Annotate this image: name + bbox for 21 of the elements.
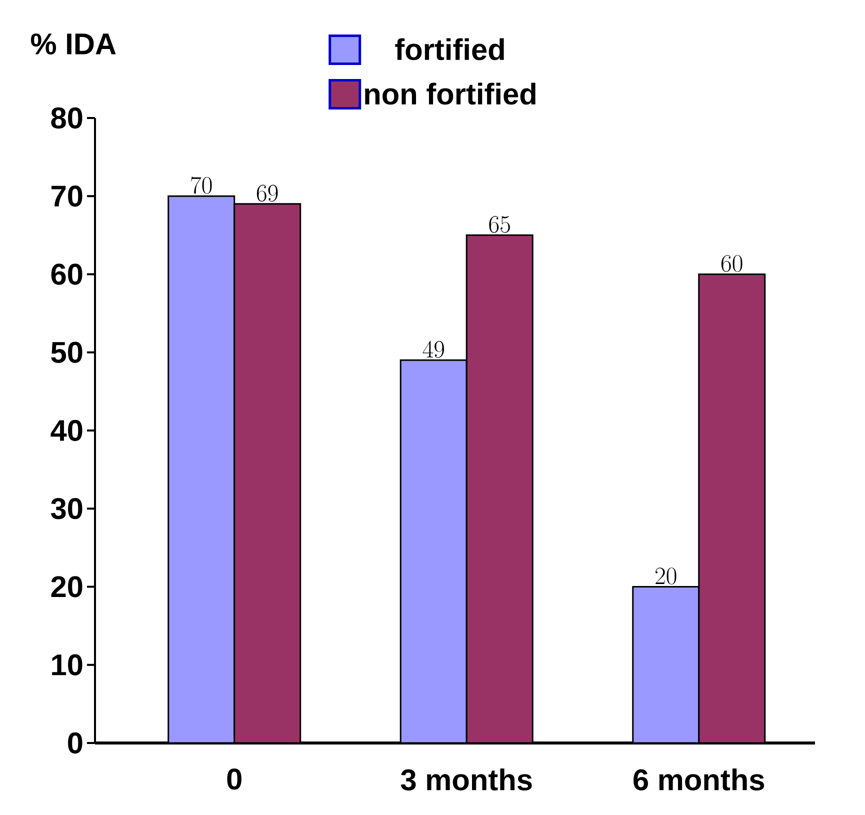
data-label: 65 — [489, 216, 510, 233]
y-tick-label: 20 — [51, 576, 82, 598]
y-tick-label: 80 — [51, 107, 82, 129]
data-label: 70 — [191, 176, 212, 194]
x-tick-label: 6 months — [634, 768, 764, 790]
y-tick-label: 50 — [51, 342, 82, 363]
y-tick-label: 70 — [52, 186, 82, 207]
y-tick-label: 30 — [50, 498, 82, 520]
legend-label: fortified — [395, 38, 504, 60]
y-tick-label: 10 — [52, 654, 82, 676]
y-tick-label: 0 — [68, 732, 82, 754]
y-tick-label: 40 — [50, 420, 82, 442]
x-tick-label: 0 — [227, 768, 242, 790]
y-axis-title: % IDA — [30, 33, 116, 54]
y-tick-label: 60 — [51, 264, 82, 285]
data-label: 69 — [256, 184, 278, 202]
data-label: 49 — [422, 340, 444, 358]
x-tick-label: 3 months — [400, 768, 532, 791]
legend-label: non fortified — [365, 82, 536, 105]
data-label: 20 — [656, 568, 676, 584]
data-label: 60 — [721, 255, 742, 272]
